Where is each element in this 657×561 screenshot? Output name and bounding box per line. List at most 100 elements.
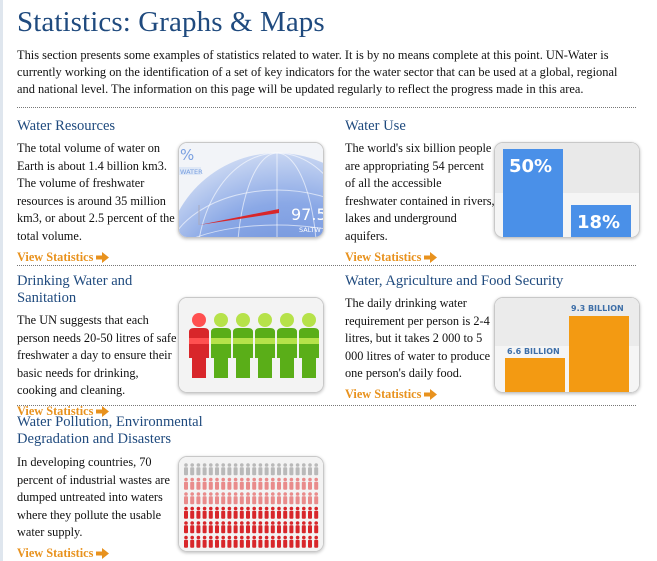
person-icon (283, 506, 288, 519)
section-text: The UN suggests that each person needs 2… (17, 313, 177, 398)
person-icon (184, 477, 188, 490)
thumbnail-water-use[interactable]: 50% 18% (494, 142, 640, 238)
bar-9-3-billion (569, 316, 629, 392)
thumbnail-water-pollution[interactable] (178, 456, 324, 552)
arrow-right-icon (424, 388, 438, 400)
section-title[interactable]: Water Resources (17, 118, 116, 134)
person-icon (252, 535, 257, 548)
section-title[interactable]: Drinking Water and Sanitation (17, 273, 133, 306)
person-icon (215, 506, 219, 519)
person-icon (202, 463, 207, 476)
section-title[interactable]: Water Use (345, 118, 406, 134)
thumbnail-water-resources[interactable]: % WATER 97.5 SALTW (178, 142, 324, 238)
person-icon (202, 535, 207, 548)
thumb-saltwater-label: SALTW (299, 226, 321, 234)
section-title-line1: Water Pollution, Environmental (17, 414, 203, 430)
person-icon (277, 521, 281, 534)
bar-label-50: 50% (509, 156, 552, 177)
person-icon (270, 477, 275, 490)
person-icon (208, 521, 213, 534)
person-icon (202, 506, 207, 519)
section-title[interactable]: Water Pollution, Environmental Degradati… (17, 414, 247, 448)
person-icon (264, 463, 269, 476)
person-icon (314, 477, 319, 490)
person-icon (283, 492, 288, 505)
person-icon (189, 313, 209, 378)
person-icon (301, 492, 306, 505)
view-statistics-link[interactable]: View Statistics (17, 250, 110, 265)
person-icon (239, 521, 244, 534)
person-icon (289, 463, 294, 476)
person-icon (277, 492, 281, 505)
person-icon (258, 463, 263, 476)
person-icon (196, 477, 201, 490)
person-icon (233, 492, 238, 505)
arrow-right-icon (96, 405, 110, 417)
person-icon (196, 463, 201, 476)
person-icon (270, 535, 275, 548)
section-water-agriculture: Water, Agriculture and Food Security The… (345, 273, 563, 402)
person-icon (252, 492, 257, 505)
person-icon (202, 521, 207, 534)
person-icon (239, 463, 244, 476)
person-icon (314, 506, 319, 519)
person-icon (208, 463, 213, 476)
person-icon (283, 477, 288, 490)
earth-water-graphic: % WATER 97.5 SALTW (179, 143, 323, 237)
section-water-resources: Water Resources The total volume of wate… (17, 118, 177, 265)
person-icon (277, 477, 281, 490)
person-icon (308, 506, 312, 519)
person-icon (301, 535, 306, 548)
person-icon (252, 477, 257, 490)
person-icon (221, 477, 226, 490)
person-icon (283, 521, 288, 534)
person-icon (196, 521, 201, 534)
person-icon (308, 492, 312, 505)
view-statistics-link[interactable]: View Statistics (345, 387, 438, 402)
person-icon (264, 506, 269, 519)
person-icon (184, 521, 188, 534)
person-icon (215, 463, 219, 476)
person-icon (239, 492, 244, 505)
person-icon (295, 477, 300, 490)
crowd-graphic (179, 457, 323, 551)
person-icon (190, 477, 195, 490)
person-icon (314, 535, 319, 548)
person-icon (295, 521, 300, 534)
section-text: The daily drinking water requirement per… (345, 296, 491, 381)
section-title-line2: Degradation and Disasters (17, 431, 171, 447)
person-icon (308, 521, 312, 534)
person-icon (184, 463, 188, 476)
view-statistics-link[interactable]: View Statistics (17, 546, 110, 561)
person-icon (239, 535, 244, 548)
water-use-bar-graphic: 50% 18% (495, 143, 639, 237)
thumbnail-drinking-water[interactable] (178, 297, 324, 393)
person-icon (277, 506, 281, 519)
person-icon (289, 535, 294, 548)
person-icon (208, 535, 213, 548)
view-statistics-link[interactable]: View Statistics (345, 249, 438, 265)
person-icon (190, 535, 195, 548)
section-text: In developing countries, 70 percent of i… (17, 455, 170, 540)
thumbnail-water-agriculture[interactable]: 6.6 BILLION 9.3 BILLION (494, 297, 640, 393)
bar-label-6-6: 6.6 BILLION (507, 347, 560, 356)
person-icon (308, 463, 312, 476)
person-icon (190, 492, 195, 505)
person-icon (264, 492, 269, 505)
view-statistics-label: View Statistics (345, 249, 422, 264)
view-statistics-link[interactable]: View Statistics (17, 404, 110, 419)
section-drinking-water: Drinking Water and Sanitation The UN sug… (17, 273, 177, 419)
person-icon (227, 506, 232, 519)
section-title[interactable]: Water, Agriculture and Food Security (345, 273, 564, 289)
person-icon (295, 506, 300, 519)
person-icon (264, 521, 269, 534)
person-icon (233, 535, 238, 548)
person-icon (258, 477, 263, 490)
person-icon (221, 535, 226, 548)
person-icon (227, 477, 232, 490)
person-icon (184, 535, 188, 548)
bar-label-9-3: 9.3 BILLION (571, 304, 624, 313)
person-icon (301, 463, 306, 476)
bar-50 (503, 149, 563, 237)
person-icon (252, 521, 257, 534)
